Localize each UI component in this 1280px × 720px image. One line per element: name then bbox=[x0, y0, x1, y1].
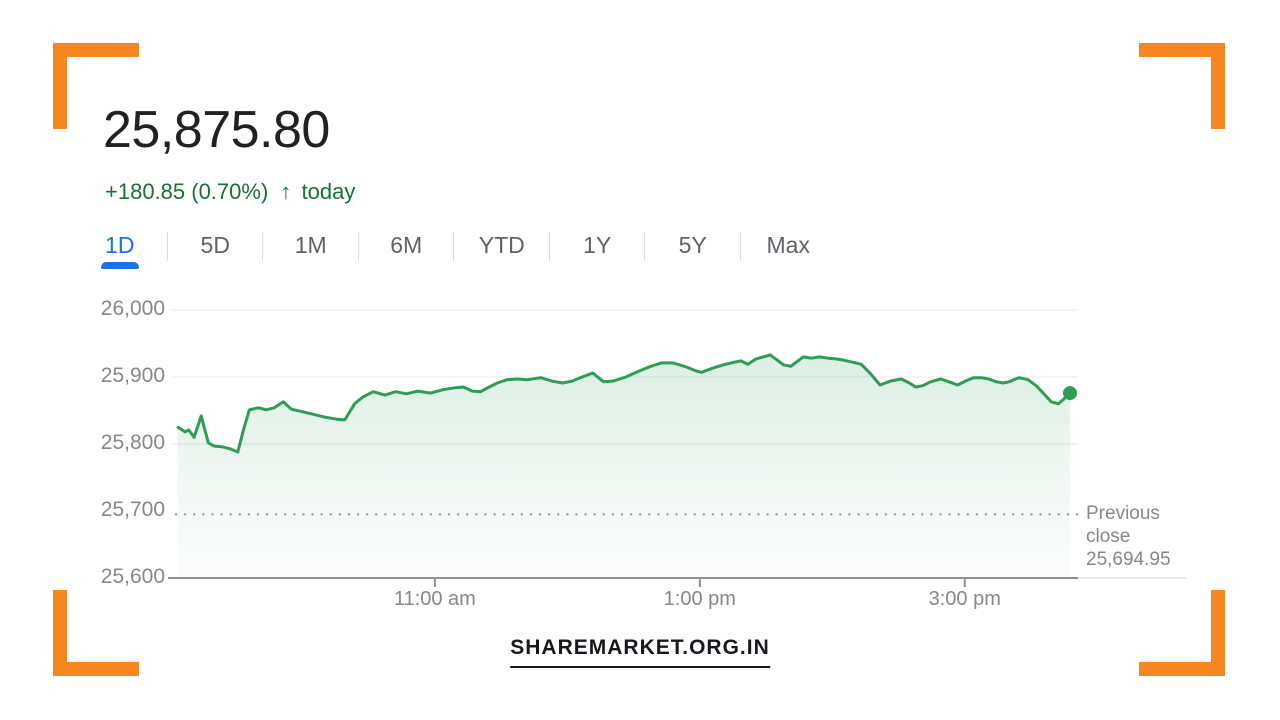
area-fill bbox=[178, 354, 1070, 578]
corner-bracket-bottom-left bbox=[53, 590, 139, 676]
previous-close-annotation: Previous close 25,694.95 bbox=[1086, 502, 1171, 571]
tab-1d[interactable]: 1D bbox=[72, 226, 168, 272]
tab-5y-label: 5Y bbox=[678, 232, 707, 258]
watermark-sharemarket-org-in: SHAREMARKET.ORG.IN bbox=[510, 636, 770, 668]
active-tab-indicator bbox=[100, 262, 139, 269]
tab-6m-label: 6M bbox=[390, 232, 423, 258]
latest-price-dot bbox=[1063, 386, 1077, 401]
price-line bbox=[176, 353, 1072, 454]
x-axis-label: 11:00 am bbox=[393, 588, 476, 610]
tab-6m[interactable]: 6M bbox=[359, 226, 454, 272]
tab-ytd[interactable]: YTD bbox=[454, 226, 550, 272]
tab-separator bbox=[357, 232, 359, 261]
tab-max[interactable]: Max bbox=[741, 226, 837, 272]
tab-1d-label: 1D bbox=[105, 232, 135, 258]
tab-1m[interactable]: 1M bbox=[263, 226, 359, 272]
tab-separator bbox=[739, 232, 741, 261]
tab-ytd-label: YTD bbox=[478, 232, 525, 258]
x-axis-label: 1:00 pm bbox=[663, 588, 736, 610]
tab-separator bbox=[166, 232, 168, 261]
y-axis-label: 25,800 bbox=[100, 431, 165, 454]
time-range-tabs: 1D 5D 1M 6M YTD 1Y 5Y Max bbox=[72, 226, 836, 272]
price-change-value: +180.85 (0.70%) bbox=[105, 179, 269, 204]
price-change-period: today bbox=[301, 179, 356, 204]
tab-5d-label: 5D bbox=[200, 232, 230, 258]
tab-separator bbox=[453, 232, 454, 261]
tab-5y[interactable]: 5Y bbox=[645, 226, 741, 272]
corner-bracket-top-right bbox=[1139, 43, 1225, 129]
current-price: 25,875.80 bbox=[103, 101, 330, 159]
y-axis-label: 25,900 bbox=[100, 364, 165, 387]
tab-1y-label: 1Y bbox=[583, 232, 612, 258]
up-arrow-icon: ↑ bbox=[280, 179, 292, 204]
previous-close-line1: Previous bbox=[1086, 503, 1160, 524]
tab-1m-label: 1M bbox=[294, 232, 327, 258]
tab-max-label: Max bbox=[766, 232, 810, 258]
y-axis-label: 25,700 bbox=[100, 498, 165, 521]
corner-bracket-bottom-right bbox=[1139, 590, 1225, 676]
tab-1y[interactable]: 1Y bbox=[550, 226, 645, 272]
tab-5d[interactable]: 5D bbox=[168, 226, 263, 272]
tab-separator bbox=[644, 232, 645, 261]
y-axis-label: 26,000 bbox=[100, 297, 165, 320]
tab-separator bbox=[262, 232, 263, 261]
previous-close-line2: close bbox=[1086, 526, 1131, 547]
tab-separator bbox=[548, 232, 550, 261]
x-axis-label: 3:00 pm bbox=[928, 588, 1001, 610]
previous-close-value: 25,694.95 bbox=[1086, 549, 1171, 570]
corner-bracket-top-left bbox=[53, 43, 139, 129]
price-change-row: +180.85 (0.70%) ↑ today bbox=[105, 179, 355, 205]
y-axis-label: 25,600 bbox=[100, 565, 165, 588]
